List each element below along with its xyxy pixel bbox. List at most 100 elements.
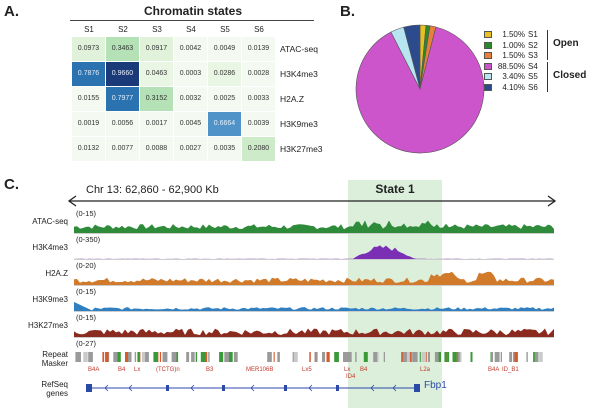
signal-area — [74, 328, 554, 337]
repeat-element — [533, 352, 535, 362]
heatmap-cell: 0.0045 — [174, 112, 207, 136]
heatmap-cell: 0.0286 — [208, 62, 241, 86]
repeat-element — [137, 352, 140, 362]
repeat-element — [314, 352, 316, 362]
repeat-element — [347, 352, 352, 362]
heatmap-cell: 0.0973 — [72, 37, 105, 61]
legend-swatch — [484, 41, 492, 49]
repeat-name: Lx5 — [302, 367, 312, 373]
repeat-element — [75, 352, 79, 362]
legend-state: S6 — [528, 82, 538, 92]
legend-percent: 3.40% — [502, 72, 525, 81]
repeat-name: MER106B — [246, 367, 274, 373]
track-label: H3K9me3 — [32, 295, 68, 304]
repeat-element — [88, 352, 93, 362]
repeat-element — [186, 352, 190, 362]
repeat-masker-label-1: Repeat — [42, 350, 68, 359]
heatmap-title: Chromatin states — [143, 4, 243, 18]
legend-percent: 1.50% — [502, 51, 525, 60]
repeat-element — [233, 352, 238, 362]
repeat-element — [125, 352, 130, 362]
repeat-element — [309, 352, 311, 362]
track-range: (0-350) — [76, 235, 101, 244]
repeat-element — [457, 352, 460, 362]
heatmap-cell: 0.2080 — [242, 137, 275, 161]
heatmap-cell: 0.0155 — [72, 87, 105, 111]
repeat-element — [176, 352, 179, 362]
heatmap-cell: 0.0139 — [242, 37, 275, 61]
repeat-name: B4A — [488, 367, 500, 373]
track-label: H2A.Z — [45, 269, 68, 278]
repeat-element — [334, 352, 339, 362]
repeat-element — [83, 352, 88, 362]
repeat-element — [437, 352, 441, 362]
repeat-element — [322, 352, 326, 362]
track-range: (0-15) — [76, 287, 97, 296]
heatmap-cell: 0.0132 — [72, 137, 105, 161]
heatmap-row-label: H3K9me3 — [280, 119, 318, 129]
repeat-element — [491, 352, 494, 362]
repeat-element — [470, 352, 473, 362]
heatmap-col-s5: S5 — [220, 25, 230, 34]
repeat-element — [500, 352, 502, 362]
heatmap-cell: 0.0019 — [72, 112, 105, 136]
repeat-element — [355, 352, 357, 362]
signal-track-atacseq — [74, 220, 554, 233]
repeat-element — [514, 352, 518, 362]
repeat-element — [159, 352, 162, 362]
heatmap-cell: 0.0033 — [242, 87, 275, 111]
repeat-element — [113, 352, 118, 362]
track-baseline — [74, 233, 554, 234]
repeat-element — [536, 352, 540, 362]
heatmap-cell: 0.0032 — [174, 87, 207, 111]
track-baseline — [74, 311, 554, 312]
legend-entry-s4: 88.50% S4 — [484, 62, 546, 72]
open-group-bracket — [547, 30, 548, 60]
repeat-element — [293, 352, 298, 362]
repeat-name: L2a — [420, 367, 431, 373]
heatmap-cell: 0.0027 — [174, 137, 207, 161]
repeat-name: B4 — [118, 367, 126, 373]
track-baseline — [74, 285, 554, 286]
repeat-element — [316, 352, 318, 362]
legend-percent: 4.10% — [502, 82, 525, 92]
repeat-element — [540, 352, 543, 362]
heatmap-cell: 0.6664 — [208, 112, 241, 136]
legend-swatch — [484, 83, 492, 91]
panel-b-letter: B. — [340, 3, 355, 20]
repeat-element — [200, 352, 206, 362]
repeat-range-label: (0-27) — [76, 339, 97, 348]
legend-swatch — [484, 62, 492, 70]
state1-label: State 1 — [375, 182, 415, 196]
refseq-label-1: RefSeq — [41, 380, 68, 389]
repeat-element — [459, 352, 462, 362]
heatmap-cell: 0.0917 — [140, 37, 173, 61]
repeat-element — [145, 352, 149, 362]
heatmap-cell: 0.0028 — [242, 62, 275, 86]
repeat-name: B4A — [88, 367, 100, 373]
repeat-element — [526, 352, 528, 362]
legend-percent: 1.00% — [502, 40, 525, 50]
repeat-element — [446, 352, 448, 362]
repeat-name: ID_B1 — [502, 367, 519, 373]
signal-track-h2az — [74, 271, 554, 285]
heatmap-cell: 0.3152 — [140, 87, 173, 111]
heatmap-cell: 0.0025 — [208, 87, 241, 111]
repeat-element — [509, 352, 513, 362]
repeat-element — [191, 352, 195, 362]
closed-group-bracket — [547, 62, 548, 92]
pie-slice-s6 — [403, 24, 421, 90]
repeat-element — [402, 352, 407, 362]
legend-entry-s6: 4.10% S6 — [484, 83, 546, 93]
repeat-element — [326, 352, 330, 362]
chromatin-state-pie-chart — [355, 24, 485, 154]
signal-track-h3k27me3 — [74, 328, 554, 337]
closed-group-label: Closed — [553, 70, 587, 81]
heatmap-cell: 0.9660 — [106, 62, 139, 86]
fbp1-gene-model — [86, 384, 420, 392]
repeat-masker-label-2: Masker — [41, 359, 68, 368]
heatmap-cell: 0.0035 — [208, 137, 241, 161]
repeat-element — [142, 352, 146, 362]
repeat-element — [428, 352, 430, 362]
legend-swatch — [484, 52, 492, 59]
